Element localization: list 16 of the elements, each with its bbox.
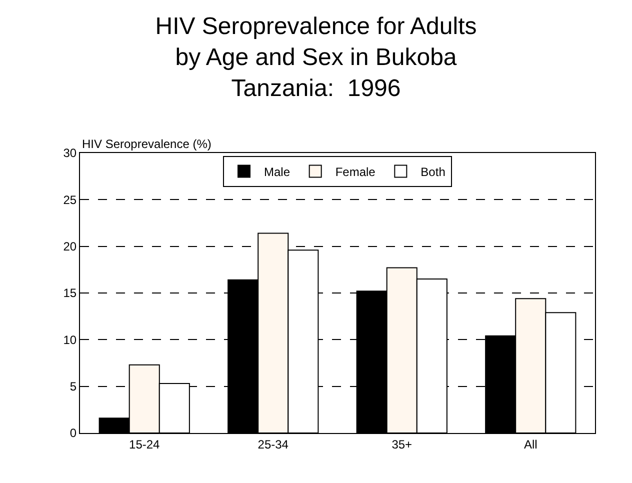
y-tick-label: 10 — [63, 332, 77, 347]
y-tick-label: 0 — [70, 426, 77, 440]
y-tick-label: 15 — [63, 286, 77, 300]
x-tick-label: 15-24 — [129, 437, 160, 452]
x-tick-label: 35+ — [392, 437, 412, 452]
legend-label: Female — [335, 164, 376, 179]
y-tick-label: 20 — [63, 240, 77, 254]
y-tick-label: 30 — [63, 146, 77, 160]
legend-label: Male — [264, 164, 290, 179]
legend-label: Both — [420, 164, 446, 179]
y-tick-label: 5 — [70, 380, 77, 394]
y-axis-title: HIV Seroprevalence (%) — [82, 137, 212, 151]
y-tick-label: 25 — [63, 192, 77, 207]
x-tick-label: All — [524, 437, 538, 452]
x-tick-label: 25-34 — [258, 437, 289, 452]
chart-title: HIV Seroprevalence for Adults by Age and Sex in Bukoba Tanzania: 1996 — [155, 12, 477, 102]
